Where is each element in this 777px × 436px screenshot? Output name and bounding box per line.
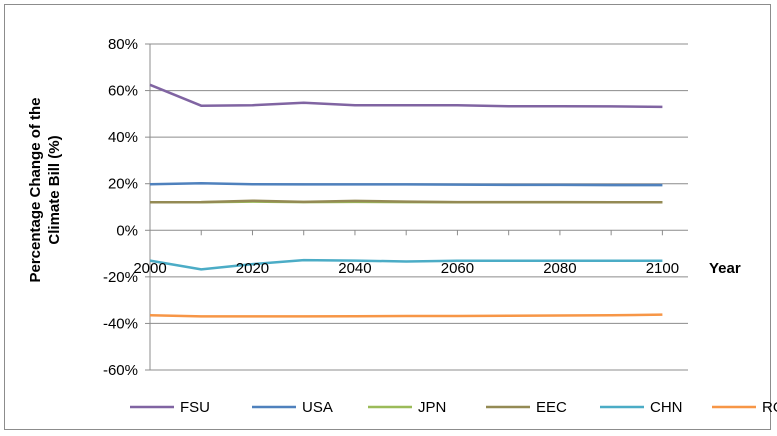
legend-label-chn: CHN: [650, 399, 683, 416]
y-axis-title-line-1: Percentage Change of the: [27, 97, 44, 282]
series-line-fsu: [149, 83, 663, 109]
series-line-eec: [149, 199, 663, 204]
x-axis-title: Year: [709, 260, 741, 277]
series-line-row: [149, 313, 663, 318]
y-tick-label: 20%: [108, 176, 138, 193]
y-tick-label: 40%: [108, 129, 138, 146]
y-tick-label: -40%: [103, 315, 138, 332]
y-tick-label: -20%: [103, 269, 138, 286]
x-tick-label: 2000: [133, 260, 166, 277]
axes: [145, 43, 688, 371]
series-line-chn: [149, 258, 663, 271]
legend: FSU USA JPN EEC CHN ROW: [130, 399, 777, 416]
x-tick-label: 2040: [338, 260, 371, 277]
y-axis-title-line-2: Climate Bill (%): [46, 135, 63, 244]
x-tick-labels: 2000 2020 2040 2060 2080 2100: [133, 260, 679, 277]
series-lines: [149, 83, 663, 318]
legend-label-jpn: JPN: [418, 399, 446, 416]
x-tick-label: 2080: [543, 260, 576, 277]
y-tick-label: 0%: [116, 222, 138, 239]
legend-label-row: ROW: [762, 399, 777, 416]
x-tick-label: 2020: [236, 260, 269, 277]
y-tick-label: -60%: [103, 362, 138, 379]
legend-label-usa: USA: [302, 399, 333, 416]
y-tick-labels: 80% 60% 40% 20% 0% -20% -40% -60%: [103, 36, 138, 379]
series-line-usa: [149, 181, 663, 187]
x-tick-label: 2060: [441, 260, 474, 277]
chart-frame: [4, 4, 771, 430]
y-tick-label: 80%: [108, 36, 138, 53]
x-tick-label: 2100: [646, 260, 679, 277]
gridlines: [150, 43, 688, 371]
legend-label-fsu: FSU: [180, 399, 210, 416]
y-tick-label: 60%: [108, 83, 138, 100]
legend-label-eec: EEC: [536, 399, 567, 416]
